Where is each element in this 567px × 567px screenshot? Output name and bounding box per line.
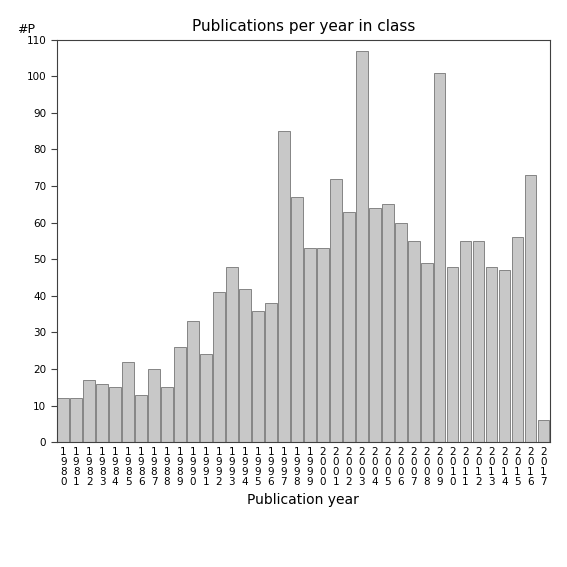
Bar: [421, 263, 433, 442]
Bar: [434, 73, 446, 442]
Bar: [460, 241, 471, 442]
Bar: [70, 399, 82, 442]
Bar: [213, 292, 225, 442]
Bar: [330, 179, 342, 442]
Bar: [356, 50, 367, 442]
Bar: [200, 354, 212, 442]
Bar: [538, 420, 549, 442]
Bar: [96, 384, 108, 442]
Bar: [57, 399, 69, 442]
Bar: [486, 266, 497, 442]
Text: #P: #P: [17, 23, 35, 36]
Bar: [395, 223, 407, 442]
Bar: [473, 241, 484, 442]
Bar: [122, 362, 134, 442]
Bar: [408, 241, 420, 442]
Bar: [136, 395, 147, 442]
Bar: [265, 303, 277, 442]
Bar: [499, 270, 510, 442]
Bar: [239, 289, 251, 442]
Bar: [174, 347, 186, 442]
Bar: [343, 211, 354, 442]
Title: Publications per year in class: Publications per year in class: [192, 19, 415, 35]
Bar: [252, 311, 264, 442]
Bar: [511, 238, 523, 442]
Bar: [226, 266, 238, 442]
Bar: [291, 197, 303, 442]
Bar: [304, 248, 316, 442]
Bar: [317, 248, 329, 442]
X-axis label: Publication year: Publication year: [247, 493, 359, 507]
Bar: [278, 131, 290, 442]
Bar: [382, 204, 393, 442]
Bar: [369, 208, 380, 442]
Bar: [447, 266, 459, 442]
Bar: [524, 175, 536, 442]
Bar: [109, 387, 121, 442]
Bar: [187, 321, 199, 442]
Bar: [83, 380, 95, 442]
Bar: [161, 387, 173, 442]
Bar: [148, 369, 160, 442]
